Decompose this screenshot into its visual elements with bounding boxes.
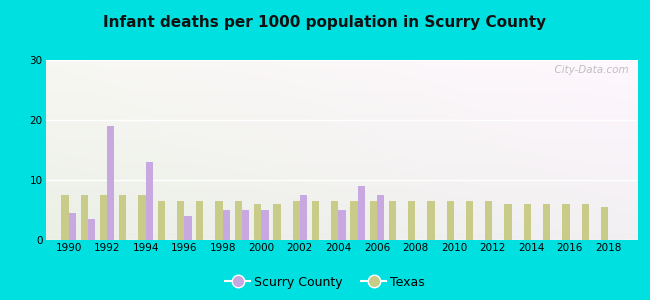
- Bar: [235, 201, 242, 240]
- Bar: [177, 201, 184, 240]
- Bar: [331, 201, 339, 240]
- Bar: [562, 204, 569, 240]
- Bar: [107, 126, 114, 240]
- Bar: [377, 195, 384, 240]
- Bar: [223, 210, 230, 240]
- Text: City-Data.com: City-Data.com: [547, 65, 628, 75]
- Bar: [466, 201, 473, 240]
- Bar: [485, 201, 493, 240]
- Bar: [447, 201, 454, 240]
- Bar: [119, 195, 126, 240]
- Bar: [158, 201, 165, 240]
- Bar: [408, 201, 415, 240]
- Bar: [184, 216, 192, 240]
- Bar: [312, 201, 319, 240]
- Bar: [81, 195, 88, 240]
- Bar: [61, 195, 69, 240]
- Bar: [427, 201, 435, 240]
- Bar: [100, 195, 107, 240]
- Bar: [273, 204, 281, 240]
- Bar: [389, 201, 396, 240]
- Bar: [69, 213, 76, 240]
- Bar: [242, 210, 250, 240]
- Bar: [146, 162, 153, 240]
- Bar: [292, 201, 300, 240]
- Bar: [370, 201, 377, 240]
- Bar: [350, 201, 358, 240]
- Text: Infant deaths per 1000 population in Scurry County: Infant deaths per 1000 population in Scu…: [103, 15, 547, 30]
- Legend: Scurry County, Texas: Scurry County, Texas: [220, 271, 430, 294]
- Bar: [358, 186, 365, 240]
- Bar: [601, 207, 608, 240]
- Bar: [215, 201, 223, 240]
- Bar: [543, 204, 551, 240]
- Bar: [300, 195, 307, 240]
- Bar: [261, 210, 268, 240]
- Bar: [524, 204, 531, 240]
- Bar: [138, 195, 146, 240]
- Bar: [504, 204, 512, 240]
- Bar: [582, 204, 589, 240]
- Bar: [254, 204, 261, 240]
- Bar: [88, 219, 95, 240]
- Bar: [339, 210, 346, 240]
- Bar: [196, 201, 203, 240]
